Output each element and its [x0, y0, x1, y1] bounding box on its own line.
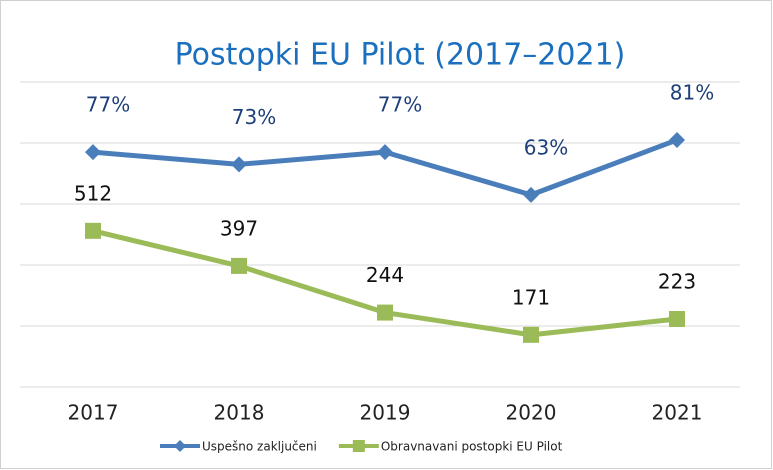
data-label: 397: [220, 216, 258, 240]
x-tick-label: 2019: [360, 401, 411, 425]
data-label: 512: [74, 181, 112, 205]
legend-label: Obravnavani postopki EU Pilot: [381, 440, 563, 454]
legend-marker: [174, 440, 186, 452]
legend-label: Uspešno zaključeni: [202, 440, 317, 454]
point: [523, 186, 539, 203]
chart-title: Postopki EU Pilot (2017–2021): [175, 38, 626, 73]
point: [231, 257, 247, 274]
point: [231, 156, 247, 173]
point: [85, 144, 101, 161]
point: [669, 310, 685, 327]
legend-marker: [352, 440, 365, 452]
x-tick-label: 2017: [68, 401, 119, 425]
data-label: 171: [512, 285, 550, 309]
data-label: 73%: [232, 105, 276, 129]
point: [523, 326, 539, 343]
x-tick-label: 2021: [652, 401, 703, 425]
data-label: 63%: [524, 135, 568, 159]
data-label: 223: [658, 269, 696, 293]
x-tick-label: 2018: [214, 401, 265, 425]
x-tick-label: 2020: [506, 401, 557, 425]
data-label: 81%: [670, 80, 714, 104]
point: [669, 131, 685, 148]
data-label: 77%: [378, 93, 422, 117]
point: [377, 304, 393, 321]
data-label: 244: [366, 263, 404, 287]
point: [85, 222, 101, 239]
point: [377, 144, 393, 161]
data-label: 77%: [86, 93, 130, 117]
